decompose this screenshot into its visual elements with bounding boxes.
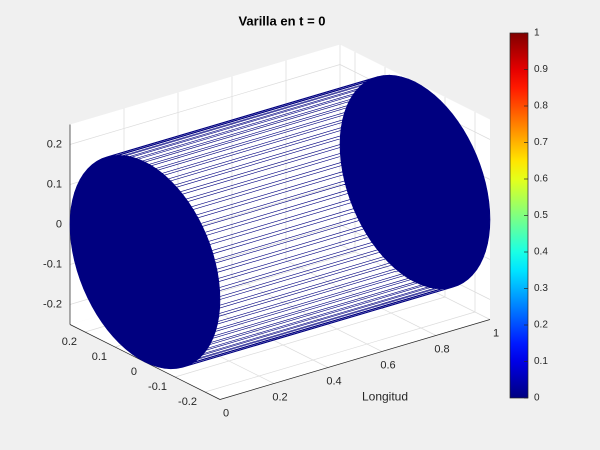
y-tick-label: 0.1: [92, 351, 107, 363]
colorbar-tick-label: 0.3: [534, 283, 548, 294]
colorbar-tick-label: 0.2: [534, 320, 548, 331]
x-tick-label: 0.6: [380, 359, 395, 371]
x-tick-label: 0.4: [326, 375, 341, 387]
y-tick-label: -0.2: [178, 396, 197, 408]
chart-title: Varilla en t = 0: [238, 13, 325, 28]
y-tick-label: -0.1: [148, 381, 167, 393]
colorbar-tick-label: 0.7: [534, 137, 548, 148]
z-tick-label: 0: [56, 218, 62, 230]
grid-line: [174, 296, 446, 378]
colorbar-tick-label: 0.8: [534, 101, 548, 112]
colorbar-tick-label: 0: [534, 393, 540, 404]
colorbar-tick-label: 1: [534, 28, 540, 39]
colorbar-tick-label: 0.6: [534, 174, 548, 185]
y-tick-label: 0.2: [62, 336, 77, 348]
surface: [69, 74, 491, 370]
z-tick-label: -0.1: [43, 258, 62, 270]
colorbar-tick-label: 0.4: [534, 247, 548, 258]
grid-line: [204, 311, 476, 393]
colorbar-tick-label: 0.1: [534, 356, 548, 367]
z-tick-label: 0.1: [47, 178, 62, 190]
colorbar-tick-label: 0.9: [534, 64, 548, 75]
x-tick-label: 0.2: [272, 391, 287, 403]
colorbar-tick-label: 0.5: [534, 210, 548, 221]
grid-line: [69, 64, 341, 145]
x-tick-label: 1: [493, 327, 499, 339]
x-tick-label: 0.8: [434, 343, 449, 355]
x-axis-label: Longitud: [362, 390, 408, 404]
x-tick-label: 0: [223, 407, 229, 419]
z-tick-label: 0.2: [47, 138, 62, 150]
axis-line: [219, 319, 491, 400]
y-tick-label: 0: [131, 366, 137, 378]
z-tick-label: -0.2: [43, 298, 62, 310]
